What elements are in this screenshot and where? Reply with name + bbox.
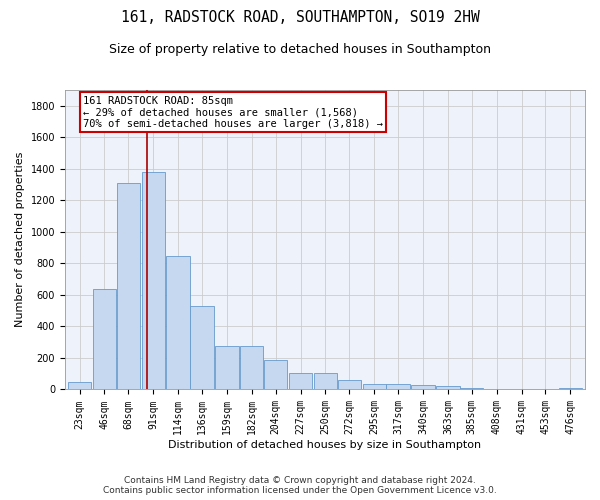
Bar: [116, 183, 140, 390]
Bar: [289, 373, 312, 390]
Bar: [215, 346, 239, 390]
Bar: [264, 360, 287, 390]
Bar: [240, 346, 263, 390]
Bar: [362, 384, 386, 390]
Text: Size of property relative to detached houses in Southampton: Size of property relative to detached ho…: [109, 42, 491, 56]
Bar: [93, 288, 116, 390]
Text: 161, RADSTOCK ROAD, SOUTHAMPTON, SO19 2HW: 161, RADSTOCK ROAD, SOUTHAMPTON, SO19 2H…: [121, 10, 479, 25]
Bar: [314, 373, 337, 390]
Bar: [142, 172, 165, 390]
Bar: [559, 388, 582, 390]
Bar: [386, 384, 410, 390]
Text: Contains HM Land Registry data © Crown copyright and database right 2024.
Contai: Contains HM Land Registry data © Crown c…: [103, 476, 497, 495]
Bar: [460, 388, 484, 390]
Bar: [436, 386, 460, 390]
Text: 161 RADSTOCK ROAD: 85sqm
← 29% of detached houses are smaller (1,568)
70% of sem: 161 RADSTOCK ROAD: 85sqm ← 29% of detach…: [83, 96, 383, 128]
Bar: [338, 380, 361, 390]
Bar: [68, 382, 91, 390]
Bar: [412, 384, 434, 390]
Bar: [190, 306, 214, 390]
Y-axis label: Number of detached properties: Number of detached properties: [15, 152, 25, 328]
Bar: [166, 256, 190, 390]
X-axis label: Distribution of detached houses by size in Southampton: Distribution of detached houses by size …: [169, 440, 482, 450]
